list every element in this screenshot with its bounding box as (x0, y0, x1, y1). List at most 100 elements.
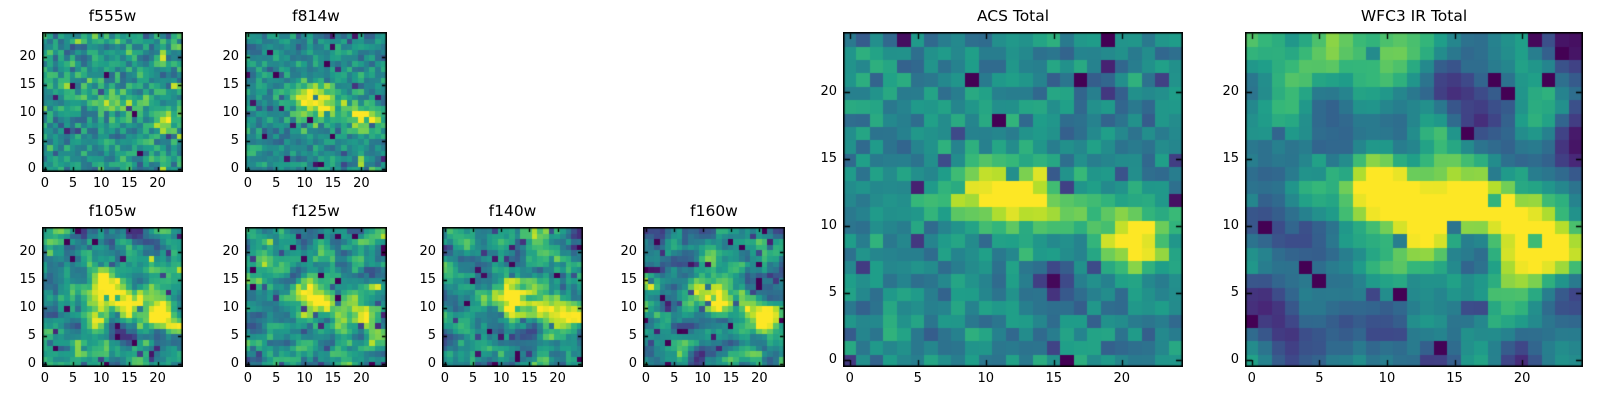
panel-f814w: f814w 0 5 10 15 20 0 5 10 15 20 (222, 7, 387, 191)
x-tick-label: 15 (1045, 371, 1063, 386)
x-tick-label: 0 (40, 176, 49, 191)
x-tick-label: 5 (1315, 371, 1324, 386)
x-tick-label: 10 (977, 371, 995, 386)
y-tick-label: 10 (222, 300, 239, 316)
x-tick-label: 10 (1378, 371, 1396, 386)
x-tick-label: 20 (549, 371, 566, 386)
y-tick-label: 5 (27, 328, 36, 344)
x-tick-label: 5 (670, 371, 679, 386)
y-tick-label: 15 (222, 77, 239, 93)
x-tick-label: 20 (353, 176, 370, 191)
y-tick-label: 10 (620, 300, 637, 316)
y-tick-label: 20 (19, 49, 36, 65)
panel-title-f125w: f125w (292, 202, 340, 220)
x-tick-label: 10 (296, 176, 313, 191)
x-tick-label: 0 (641, 371, 650, 386)
x-tick-label: 0 (243, 176, 252, 191)
x-tick-label: 0 (440, 371, 449, 386)
y-tick-label: 15 (820, 151, 837, 167)
panel-f140w: f140w 0 5 10 15 20 0 5 10 15 20 (419, 202, 583, 386)
panel-title-wfc3-ir-total: WFC3 IR Total (1360, 7, 1468, 25)
y-tick-label: 20 (820, 84, 837, 100)
x-tick-label: 10 (92, 176, 110, 191)
panel-acs-total: ACS Total 0 5 10 15 20 0 5 10 15 20 (820, 7, 1183, 386)
y-tick-label: 10 (419, 300, 436, 316)
y-tick-label: 5 (427, 328, 436, 344)
y-tick-label: 0 (230, 356, 239, 372)
heatmap-canvas-f140w (442, 227, 583, 367)
y-tick-label: 5 (628, 328, 637, 344)
panel-title-f140w: f140w (488, 202, 537, 220)
x-tick-label: 10 (694, 371, 711, 386)
x-tick-label: 20 (149, 371, 166, 386)
panel-f105w: f105w 0 5 10 15 20 0 5 10 15 20 (19, 202, 183, 386)
y-tick-label: 10 (19, 105, 36, 121)
x-tick-label: 0 (845, 371, 854, 386)
panel-title-acs-total: ACS Total (976, 7, 1050, 25)
panel-f160w: f160w 0 5 10 15 20 0 5 10 15 20 (620, 202, 785, 386)
y-tick-label: 5 (230, 133, 239, 149)
x-tick-label: 15 (324, 176, 342, 191)
y-tick-label: 20 (222, 49, 239, 65)
x-tick-label: 5 (468, 371, 478, 386)
panel-title-f555w: f555w (88, 7, 137, 25)
y-tick-label: 0 (27, 356, 36, 372)
y-tick-label: 5 (828, 285, 837, 301)
y-tick-label: 15 (19, 77, 36, 93)
y-tick-label: 0 (1230, 352, 1239, 368)
y-tick-label: 20 (620, 244, 637, 260)
y-tick-label: 0 (27, 161, 36, 177)
x-tick-label: 5 (272, 371, 281, 386)
y-tick-label: 10 (19, 300, 36, 316)
x-tick-label: 15 (121, 371, 138, 386)
x-tick-label: 15 (324, 371, 342, 386)
y-tick-label: 15 (222, 272, 239, 288)
x-tick-label: 15 (1446, 371, 1463, 386)
y-tick-label: 15 (1222, 151, 1239, 167)
x-tick-label: 15 (722, 371, 740, 386)
y-tick-label: 10 (820, 218, 837, 234)
y-tick-label: 20 (419, 244, 436, 260)
panel-f555w: f555w 0 5 10 15 20 0 5 10 15 20 (19, 7, 183, 191)
x-tick-label: 5 (68, 176, 78, 191)
y-tick-label: 10 (222, 105, 239, 121)
y-tick-label: 5 (27, 133, 36, 149)
x-tick-label: 10 (92, 371, 110, 386)
y-tick-label: 0 (427, 356, 436, 372)
y-tick-label: 10 (1222, 218, 1239, 234)
y-tick-label: 0 (230, 161, 239, 177)
heatmap-canvas-acs-total (843, 32, 1183, 367)
x-tick-label: 5 (272, 176, 281, 191)
x-tick-label: 10 (492, 371, 510, 386)
x-tick-label: 20 (1113, 371, 1131, 386)
panel-wfc3-ir-total: WFC3 IR Total 0 5 10 15 20 0 5 10 15 20 (1222, 7, 1583, 386)
y-tick-label: 20 (19, 244, 36, 260)
panel-title-f160w: f160w (690, 202, 738, 220)
heatmap-canvas-f555w (42, 32, 183, 172)
y-tick-label: 5 (1230, 285, 1239, 301)
x-tick-label: 0 (40, 371, 49, 386)
heatmap-canvas-f814w (245, 32, 387, 172)
heatmap-canvas-wfc3-ir-total (1245, 32, 1583, 367)
x-tick-label: 15 (521, 371, 538, 386)
x-tick-label: 20 (149, 176, 166, 191)
y-tick-label: 0 (828, 352, 837, 368)
heatmap-canvas-f160w (643, 227, 785, 367)
x-tick-label: 20 (751, 371, 768, 386)
x-tick-label: 0 (1247, 371, 1256, 386)
y-tick-label: 5 (230, 328, 239, 344)
y-tick-label: 15 (419, 272, 436, 288)
x-tick-label: 10 (296, 371, 313, 386)
x-tick-label: 20 (1513, 371, 1531, 386)
panel-title-f105w: f105w (88, 202, 137, 220)
panel-title-f814w: f814w (292, 7, 340, 25)
x-tick-label: 20 (353, 371, 370, 386)
heatmap-canvas-f105w (42, 227, 183, 367)
y-tick-label: 0 (628, 356, 637, 372)
panel-f125w: f125w 0 5 10 15 20 0 5 10 15 20 (222, 202, 387, 386)
y-tick-label: 15 (620, 272, 637, 288)
heatmap-canvas-f125w (245, 227, 387, 367)
x-tick-label: 0 (243, 371, 252, 386)
x-tick-label: 5 (913, 371, 922, 386)
